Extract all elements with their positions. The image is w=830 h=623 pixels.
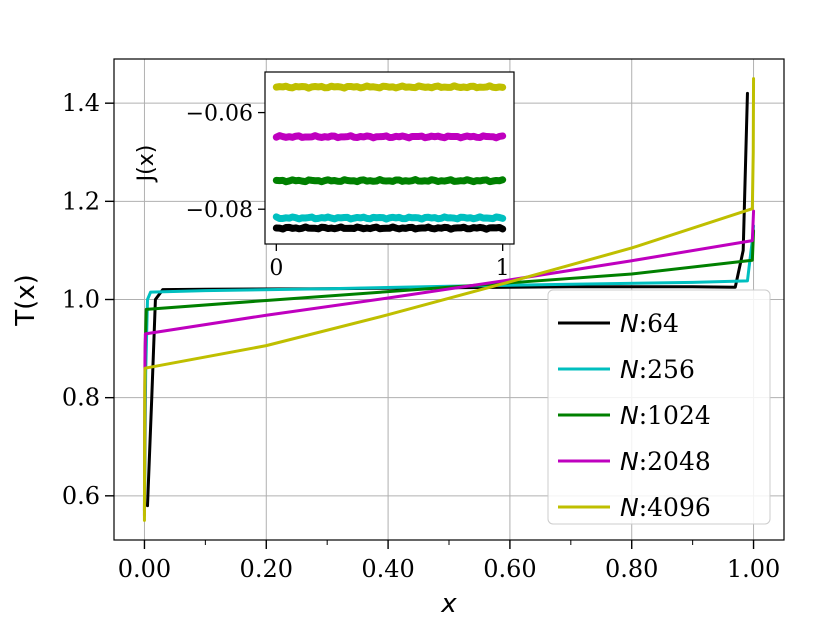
main-x-ticks: 0.00 0.20 0.40 0.60 0.80 1.00 <box>118 540 780 583</box>
legend-label-prefix: N <box>620 355 639 384</box>
inset-series-line-n-1024 <box>272 176 507 186</box>
y-axis-label: T(x) <box>11 274 41 327</box>
legend-label-n-64: N:64 <box>620 309 679 338</box>
legend-label-prefix: N <box>620 309 639 338</box>
inset-series-line-n-256 <box>272 213 507 223</box>
legend-label-prefix: N <box>620 401 639 430</box>
legend-label-suffix: :2048 <box>639 447 711 476</box>
inset-plot-frame <box>264 71 515 245</box>
legend-label-suffix: :1024 <box>639 401 711 430</box>
inset-series <box>272 82 507 233</box>
series-line-n-2048 <box>142 209 756 517</box>
y-tick-label: 0.6 <box>62 482 100 510</box>
inset-y-tick-label: −0.08 <box>186 198 253 223</box>
inset-series-line-n-4096 <box>272 82 507 92</box>
main-y-ticks: 0.6 0.8 1.0 1.2 1.4 <box>62 89 114 510</box>
x-tick-label: 0.40 <box>361 555 414 583</box>
legend-label-suffix: :64 <box>639 309 679 338</box>
inset-series-line-n-64 <box>272 223 507 233</box>
inset-y-axis-label: J(x) <box>134 145 159 184</box>
legend-label-prefix: N <box>620 447 639 476</box>
legend-label-n-2048: N:2048 <box>620 447 711 476</box>
inset-y-ticks: −0.06 −0.08 <box>186 102 265 223</box>
y-tick-label: 0.8 <box>62 384 100 412</box>
main-series <box>142 77 756 522</box>
x-tick-label: 1.00 <box>727 555 780 583</box>
x-tick-label: 0.00 <box>118 555 171 583</box>
x-tick-label: 0.80 <box>605 555 658 583</box>
legend-label-n-256: N:256 <box>620 355 695 384</box>
x-axis-label: x <box>440 589 457 619</box>
inset-series-line-n-2048 <box>272 132 507 142</box>
inset-x-tick-label: 1 <box>496 256 510 281</box>
legend-box <box>547 289 771 525</box>
x-tick-label: 0.60 <box>483 555 536 583</box>
inset-x-tick-label: 0 <box>269 256 283 281</box>
y-tick-label: 1.4 <box>62 89 100 117</box>
legend-label-suffix: :256 <box>639 355 695 384</box>
y-tick-label: 1.0 <box>62 286 100 314</box>
legend-label-prefix: N <box>620 493 639 522</box>
legend-label-suffix: :4096 <box>639 493 711 522</box>
inset-y-tick-label: −0.06 <box>186 102 253 127</box>
legend-label-n-4096: N:4096 <box>620 493 711 522</box>
x-tick-label: 0.20 <box>240 555 293 583</box>
legend-label-n-1024: N:1024 <box>620 401 711 430</box>
y-tick-label: 1.2 <box>62 187 100 215</box>
series-line-n-4096 <box>142 77 756 522</box>
